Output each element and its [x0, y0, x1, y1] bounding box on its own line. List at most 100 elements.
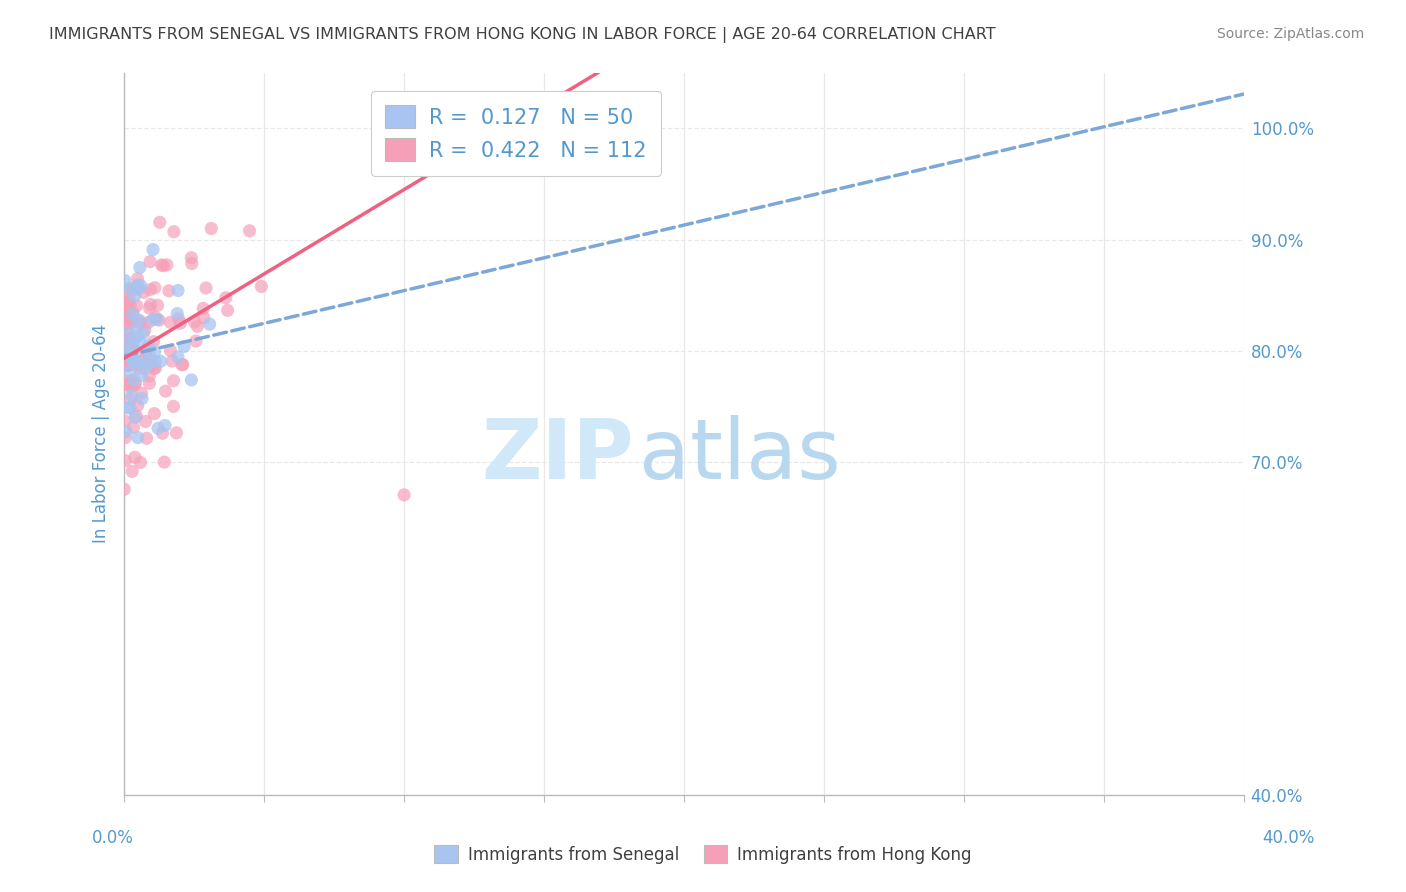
Point [183, 315, 205, 329]
Point [120, 343, 142, 357]
Point [120, 401, 142, 415]
Point [124, 355, 146, 369]
Point [120, 388, 142, 402]
Point [142, 312, 165, 326]
Point [129, 317, 152, 331]
Point [217, 303, 239, 318]
Point [131, 392, 153, 406]
Point [114, 307, 136, 321]
Point [122, 342, 145, 356]
Point [118, 377, 141, 392]
Point [115, 338, 138, 352]
Point [141, 358, 163, 372]
Point [172, 358, 194, 372]
Point [120, 307, 142, 321]
Point [120, 380, 142, 394]
Point [127, 272, 149, 286]
Point [195, 281, 218, 295]
Point [120, 374, 142, 388]
Point [143, 354, 166, 368]
Point [122, 352, 145, 367]
Point [128, 359, 150, 373]
Point [127, 399, 149, 413]
Point [131, 368, 153, 383]
Text: IMMIGRANTS FROM SENEGAL VS IMMIGRANTS FROM HONG KONG IN LABOR FORCE | AGE 20-64 : IMMIGRANTS FROM SENEGAL VS IMMIGRANTS FR… [49, 27, 995, 43]
Legend: R =  0.127   N = 50, R =  0.422   N = 112: R = 0.127 N = 50, R = 0.422 N = 112 [371, 91, 661, 176]
Point [125, 322, 148, 336]
Point [143, 361, 166, 376]
Point [392, 488, 415, 502]
Point [143, 407, 166, 421]
Point [215, 291, 238, 305]
Point [112, 483, 135, 497]
Point [150, 258, 173, 272]
Point [117, 295, 139, 310]
Point [117, 322, 139, 336]
Point [138, 338, 160, 352]
Point [153, 455, 176, 469]
Point [124, 450, 146, 465]
Point [117, 359, 139, 373]
Point [114, 273, 136, 287]
Point [129, 278, 152, 293]
Point [127, 354, 149, 368]
Point [124, 377, 146, 392]
Point [124, 410, 146, 425]
Point [115, 425, 138, 439]
Point [118, 347, 141, 361]
Point [122, 420, 145, 434]
Point [128, 355, 150, 369]
Point [118, 358, 141, 372]
Text: ZIP: ZIP [481, 415, 634, 496]
Point [125, 280, 148, 294]
Point [138, 301, 160, 315]
Point [198, 317, 221, 331]
Point [125, 299, 148, 313]
Point [167, 312, 190, 326]
Point [121, 316, 143, 330]
Point [115, 285, 138, 299]
Point [173, 339, 195, 353]
Point [155, 384, 177, 399]
Point [118, 364, 141, 378]
Point [139, 283, 162, 297]
Point [118, 349, 141, 363]
Point [156, 258, 179, 272]
Point [169, 316, 191, 330]
Point [159, 343, 181, 358]
Text: atlas: atlas [640, 415, 841, 496]
Point [149, 215, 172, 229]
Point [134, 356, 156, 370]
Point [250, 279, 273, 293]
Point [114, 326, 136, 341]
Point [143, 345, 166, 359]
Point [131, 386, 153, 401]
Point [149, 354, 172, 368]
Point [146, 421, 169, 435]
Point [166, 307, 188, 321]
Point [193, 310, 215, 325]
Point [122, 343, 145, 357]
Point [114, 340, 136, 354]
Legend: Immigrants from Senegal, Immigrants from Hong Kong: Immigrants from Senegal, Immigrants from… [427, 838, 979, 871]
Point [136, 316, 159, 330]
Point [160, 354, 183, 368]
Point [127, 282, 149, 296]
Point [118, 333, 141, 347]
Point [139, 297, 162, 311]
Point [131, 353, 153, 368]
Point [134, 361, 156, 376]
Point [117, 401, 139, 415]
Point [139, 254, 162, 268]
Point [134, 415, 156, 429]
Point [186, 319, 208, 334]
Point [142, 334, 165, 349]
Text: 40.0%: 40.0% [1263, 829, 1315, 847]
Point [162, 400, 184, 414]
Point [114, 431, 136, 445]
Point [136, 357, 159, 371]
Y-axis label: In Labor Force | Age 20-64: In Labor Force | Age 20-64 [93, 325, 110, 543]
Point [121, 357, 143, 371]
Point [143, 281, 166, 295]
Point [128, 313, 150, 327]
